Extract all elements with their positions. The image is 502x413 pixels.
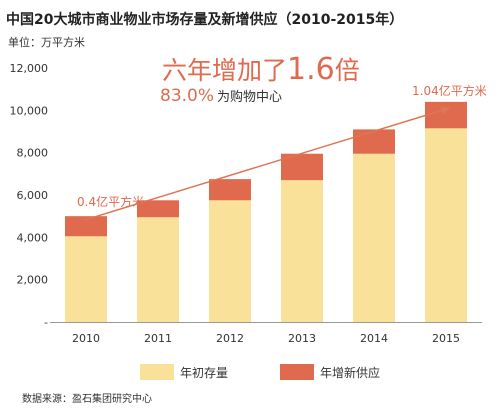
bar-stock-2010	[65, 236, 107, 322]
y-tick-label: -	[44, 316, 48, 329]
unit-label: 单位：万平方米	[8, 35, 85, 49]
y-tick-label: 10,000	[10, 104, 49, 117]
legend: 年初存量 年增新供应	[140, 364, 380, 380]
headline-suffix: 倍	[335, 56, 360, 85]
headline-number: 1.6	[287, 52, 335, 87]
bar-stock-2014	[353, 153, 395, 322]
bar-supply-2015	[425, 101, 467, 129]
y-tick-label: 6,000	[17, 189, 49, 202]
headline-annotation: 六年增加了1.6倍	[162, 52, 360, 87]
percent-value: 83.0%	[160, 86, 214, 106]
x-axis: 2010 2011 2012 2013 2014 2015	[50, 322, 482, 345]
bar-stock-2011	[137, 217, 179, 322]
source-note: 数据来源：盈石集团研究中心	[22, 392, 152, 405]
y-tick-label: 2,000	[17, 274, 49, 287]
bar-supply-2011	[137, 200, 179, 218]
bar-stock-2013	[281, 180, 323, 322]
trend-arrow-icon	[440, 106, 450, 115]
percent-suffix: 为购物中心	[217, 89, 282, 105]
y-tick-label: 12,000	[10, 62, 49, 75]
y-tick-label: 8,000	[17, 147, 49, 160]
bar-supply-2014	[353, 129, 395, 154]
legend-label-stock: 年初存量	[180, 366, 228, 380]
legend-label-supply: 年增新供应	[320, 365, 380, 380]
trend-line	[83, 107, 451, 221]
bar-supply-2012	[209, 179, 251, 201]
legend-swatch-supply	[280, 364, 314, 380]
headline-prefix: 六年增加了	[162, 56, 287, 85]
label-2010: 0.4亿平方米	[77, 194, 144, 209]
bar-stock-2012	[209, 200, 251, 322]
y-tick-label: 4,000	[17, 231, 49, 244]
bar-stock-2015	[425, 128, 467, 322]
x-tick-label: 2014	[360, 332, 388, 345]
legend-swatch-stock	[140, 364, 174, 380]
bar-supply-2010	[65, 216, 107, 237]
x-tick-label: 2015	[432, 332, 460, 345]
x-tick-label: 2012	[216, 332, 244, 345]
x-tick-label: 2013	[288, 332, 316, 345]
y-axis: - 2,000 4,000 6,000 8,000 10,000 12,000	[10, 62, 49, 329]
chart-title: 中国20大城市商业物业市场存量及新增供应（2010-2015年）	[6, 11, 403, 28]
bars	[65, 101, 467, 322]
label-2015: 1.04亿平方米	[412, 83, 487, 98]
percent-annotation: 83.0% 为购物中心	[160, 86, 282, 106]
x-tick-label: 2011	[144, 332, 172, 345]
x-tick-label: 2010	[72, 332, 100, 345]
